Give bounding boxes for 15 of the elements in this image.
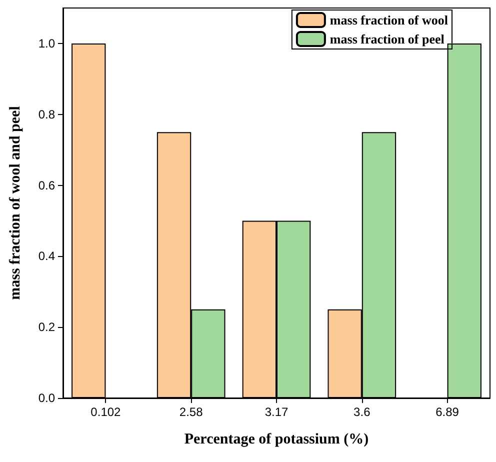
- legend-label: mass fraction of peel: [330, 32, 445, 46]
- y-tick-label: 0.4: [38, 249, 56, 264]
- x-tick-label: 0.102: [90, 405, 122, 419]
- x-tick-label: 3.6: [354, 405, 371, 419]
- x-tick-label: 2.58: [179, 405, 204, 419]
- y-tick-label: 0.6: [38, 178, 56, 192]
- x-axis-title: Percentage of potassium (%): [184, 432, 369, 448]
- y-tick-label: 0.0: [38, 391, 56, 405]
- legend-label: mass fraction of wool: [330, 12, 448, 28]
- y-tick-label: 0.8: [38, 107, 56, 122]
- y-tick-label: 0.2: [38, 320, 56, 334]
- x-tick-label: 6.89: [436, 405, 460, 419]
- y-axis-title: mass fraction of wool and peel: [8, 106, 24, 300]
- x-tick-label: 3.17: [264, 405, 288, 419]
- y-tick-label: 1.0: [38, 36, 56, 50]
